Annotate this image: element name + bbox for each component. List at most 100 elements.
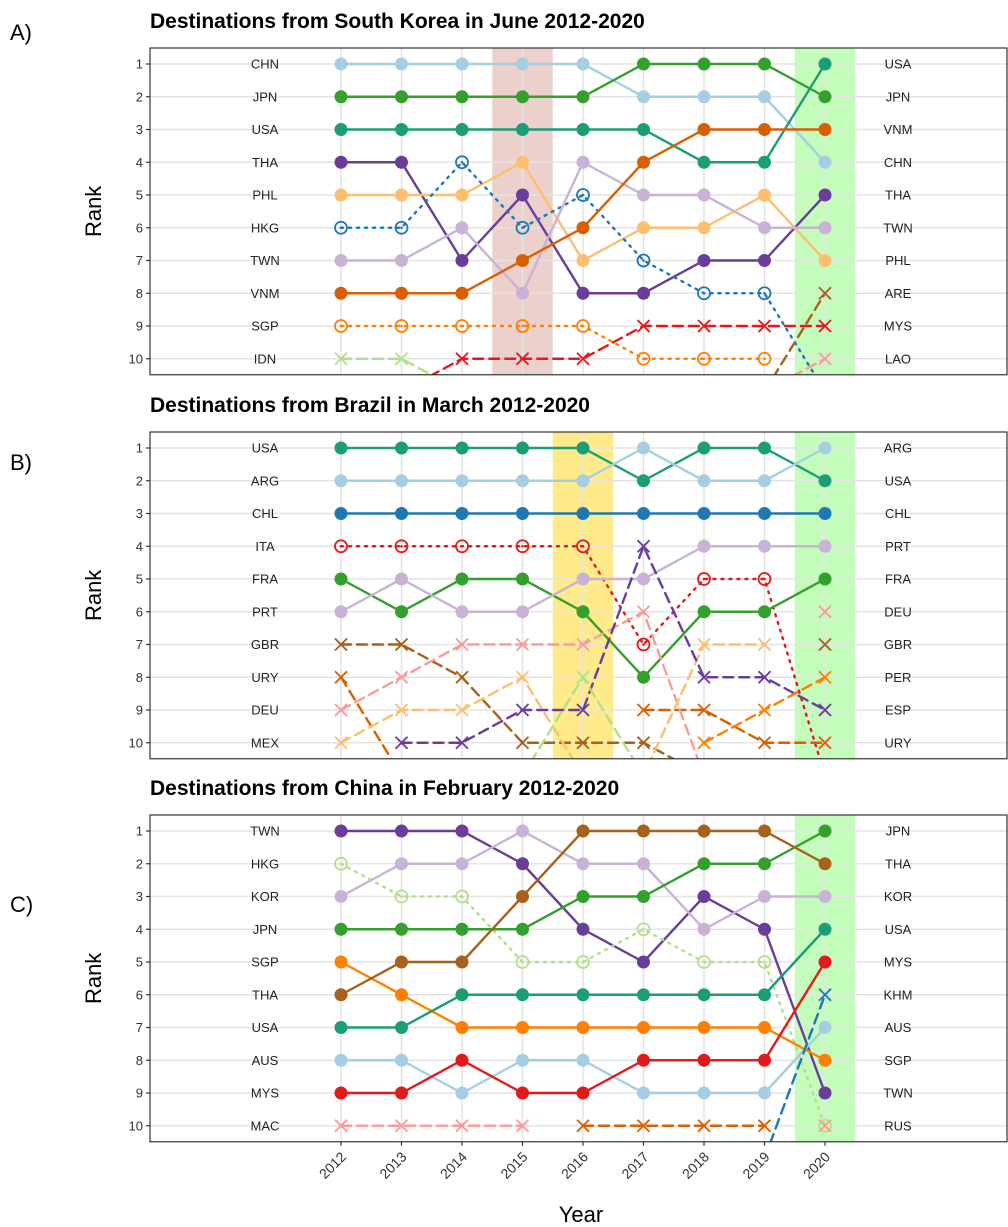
right-country-label: FRA (885, 572, 911, 587)
data-point (395, 254, 408, 267)
data-point (576, 637, 590, 652)
data-point (758, 221, 771, 235)
data-point (334, 637, 348, 652)
y-tick-label: 8 (136, 286, 143, 301)
data-point (758, 474, 771, 488)
y-tick-label: 9 (136, 703, 143, 718)
y-tick-label: 6 (136, 220, 143, 235)
data-point (455, 123, 469, 136)
data-point (697, 955, 711, 969)
data-point (757, 637, 772, 652)
right-country-label: PRT (885, 539, 911, 554)
data-point (455, 1053, 469, 1067)
data-point (818, 637, 832, 652)
data-point (818, 441, 832, 455)
data-point (455, 352, 469, 366)
data-point (637, 857, 650, 871)
series-line-6 (339, 160, 817, 375)
data-point (576, 221, 590, 235)
data-point-center (400, 544, 403, 548)
data-point (818, 155, 832, 169)
data-point (516, 1021, 529, 1034)
data-point-center (581, 544, 585, 548)
panel-border (149, 814, 1008, 1143)
data-point (334, 988, 348, 1002)
left-country-label: USA (252, 441, 279, 456)
series-line-9 (339, 324, 766, 360)
data-point (516, 605, 529, 619)
data-point (818, 352, 832, 366)
right-country-label: THA (885, 856, 911, 871)
data-point (455, 670, 469, 684)
data-point (516, 57, 529, 71)
data-point (636, 605, 651, 619)
data-point (697, 351, 711, 366)
data-point (516, 988, 529, 1002)
data-point (818, 1119, 832, 1133)
data-point (334, 220, 348, 235)
data-point (697, 922, 711, 936)
chart-title: Destinations from China in February 2012… (150, 777, 619, 800)
data-point (334, 254, 348, 267)
data-point (818, 988, 832, 1002)
data-point (637, 188, 650, 202)
data-point (697, 605, 711, 619)
data-point (334, 605, 348, 619)
data-point (576, 319, 590, 333)
left-country-label: USA (252, 1020, 279, 1035)
data-point (334, 474, 348, 488)
series-line-12 (769, 993, 827, 1142)
data-point (455, 955, 469, 969)
data-point (697, 670, 711, 684)
data-point (576, 188, 590, 202)
data-point (516, 254, 529, 267)
right-country-label: CHL (885, 506, 911, 521)
left-country-label: TWN (250, 824, 280, 839)
data-point (637, 988, 650, 1002)
data-point (697, 824, 711, 838)
data-point (757, 670, 772, 684)
left-country-label: HKG (251, 856, 279, 871)
data-point (576, 572, 590, 586)
data-point (818, 857, 832, 871)
right-country-label: RUS (884, 1118, 912, 1133)
y-tick-label: 7 (136, 637, 143, 652)
data-point (394, 889, 409, 904)
right-country-label: SGP (884, 1053, 911, 1068)
data-point (515, 220, 530, 235)
y-tick-label: 9 (136, 1086, 143, 1101)
data-point (455, 637, 469, 652)
data-point (455, 703, 469, 717)
data-point (697, 474, 711, 488)
data-point (757, 286, 772, 301)
data-point (516, 824, 529, 838)
data-point (757, 736, 772, 750)
data-point (334, 856, 348, 871)
data-point-center (763, 357, 766, 361)
right-country-label: AUS (885, 1020, 912, 1035)
data-point (395, 955, 408, 969)
right-country-label: TWN (883, 1086, 913, 1101)
y-tick-label: 1 (136, 824, 143, 839)
data-point (697, 1021, 711, 1034)
data-point-center (642, 643, 645, 646)
y-tick-label: 7 (136, 253, 143, 268)
data-point-center (339, 544, 343, 548)
left-country-label: TWN (250, 253, 280, 268)
data-point (334, 670, 348, 684)
data-point (515, 955, 530, 969)
left-country-label: PRT (252, 604, 278, 619)
data-point (455, 221, 469, 235)
data-point (576, 1021, 590, 1034)
left-country-label: FRA (252, 572, 278, 587)
data-point (576, 123, 590, 136)
data-point (455, 736, 469, 750)
data-point (758, 188, 771, 202)
data-point (758, 1086, 771, 1100)
data-point (697, 1119, 711, 1133)
panel-border (149, 431, 1008, 760)
data-point (515, 319, 530, 333)
data-point (757, 351, 772, 366)
y-tick-label: 8 (136, 1053, 143, 1068)
